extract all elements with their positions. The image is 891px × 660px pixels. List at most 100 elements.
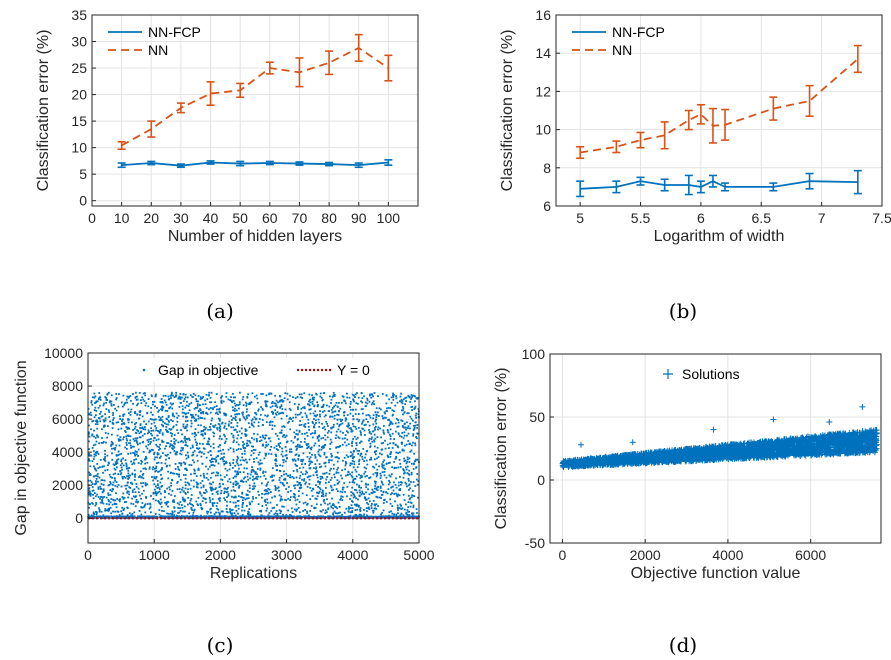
scatter-point [169, 512, 172, 515]
scatter-point [330, 402, 332, 404]
scatter-point [216, 490, 219, 493]
scatter-point [242, 471, 245, 474]
scatter-point [89, 473, 92, 475]
scatter-point [99, 458, 102, 461]
scatter-point [298, 431, 301, 433]
scatter-point [301, 460, 304, 463]
scatter-point [127, 396, 130, 399]
scatter-point [278, 446, 281, 448]
scatter-point [190, 498, 193, 500]
scatter-point [125, 401, 127, 404]
scatter-point [217, 450, 220, 453]
scatter-point [383, 464, 385, 467]
scatter-point [361, 397, 364, 400]
scatter-point [175, 412, 178, 415]
scatter-point [254, 472, 257, 475]
scatter-point [392, 515, 395, 518]
scatter-point [264, 452, 267, 455]
scatter-point [170, 471, 172, 474]
scatter-point [199, 482, 202, 485]
scatter-point [226, 511, 229, 514]
scatter-point [98, 397, 101, 399]
scatter-point [190, 494, 193, 496]
scatter-point [174, 463, 177, 465]
scatter-point [409, 415, 412, 418]
scatter-point [197, 467, 200, 470]
scatter-point [127, 472, 130, 475]
scatter-point [282, 484, 285, 487]
scatter-point [400, 504, 402, 507]
scatter-point [94, 468, 97, 471]
scatter-point [109, 475, 112, 478]
scatter-point [181, 486, 184, 489]
scatter-point [389, 420, 392, 423]
scatter-point [411, 405, 414, 408]
scatter-point [402, 413, 404, 416]
scatter-point [326, 404, 328, 407]
scatter-point [407, 478, 410, 480]
scatter-point [171, 510, 174, 513]
error-bar [325, 161, 334, 167]
scatter-point [337, 471, 340, 474]
scatter-point [134, 450, 137, 453]
scatter-point [379, 452, 381, 455]
scatter-point [229, 501, 232, 503]
scatter-point [370, 458, 373, 461]
scatter-point [170, 403, 173, 406]
scatter-point [368, 424, 371, 427]
scatter-point [179, 393, 182, 395]
scatter-point [318, 448, 321, 451]
scatter-point [373, 503, 376, 506]
scatter-point [381, 493, 384, 496]
scatter-point [360, 476, 363, 478]
scatter-point [114, 503, 116, 506]
scatter-point [278, 494, 281, 497]
scatter-point [108, 500, 110, 503]
scatter-point [350, 451, 352, 454]
scatter-point [220, 478, 223, 481]
scatter-point [353, 463, 356, 466]
scatter-point [308, 483, 311, 485]
scatter-point [289, 450, 291, 453]
scatter-point [306, 512, 309, 514]
scatter-point [274, 432, 277, 435]
scatter-point [316, 405, 319, 408]
scatter-point [133, 427, 136, 430]
scatter-point [250, 401, 253, 404]
scatter-point [89, 492, 92, 495]
scatter-point [355, 444, 358, 447]
scatter-point [413, 516, 416, 519]
scatter-point [374, 411, 377, 414]
scatter-point [308, 457, 311, 460]
scatter-point [192, 451, 195, 454]
scatter-point [351, 507, 354, 509]
scatter-point [336, 490, 339, 493]
scatter-point [224, 467, 227, 470]
scatter-point [398, 435, 401, 437]
scatter-point [171, 513, 174, 516]
scatter-point [339, 430, 342, 433]
scatter-point [153, 483, 156, 486]
scatter-point [343, 414, 346, 417]
scatter-point [321, 427, 324, 430]
scatter-point [269, 501, 272, 504]
scatter-point [132, 451, 135, 454]
scatter-point [296, 396, 299, 398]
scatter-point [125, 398, 128, 401]
scatter-point [316, 491, 318, 494]
scatter-point [209, 459, 212, 462]
scatter-point [92, 489, 95, 492]
scatter-point [212, 471, 215, 474]
scatter-point [296, 498, 299, 501]
scatter-point [169, 402, 172, 405]
scatter-point [403, 457, 405, 460]
scatter-point [202, 491, 205, 494]
x-tick-label: 100 [377, 210, 401, 226]
scatter-point [245, 467, 248, 470]
scatter-point [134, 396, 137, 399]
scatter-point [168, 398, 171, 400]
scatter-point [212, 443, 215, 445]
scatter-point [320, 406, 323, 409]
scatter-point [184, 435, 186, 438]
scatter-point [356, 449, 359, 452]
